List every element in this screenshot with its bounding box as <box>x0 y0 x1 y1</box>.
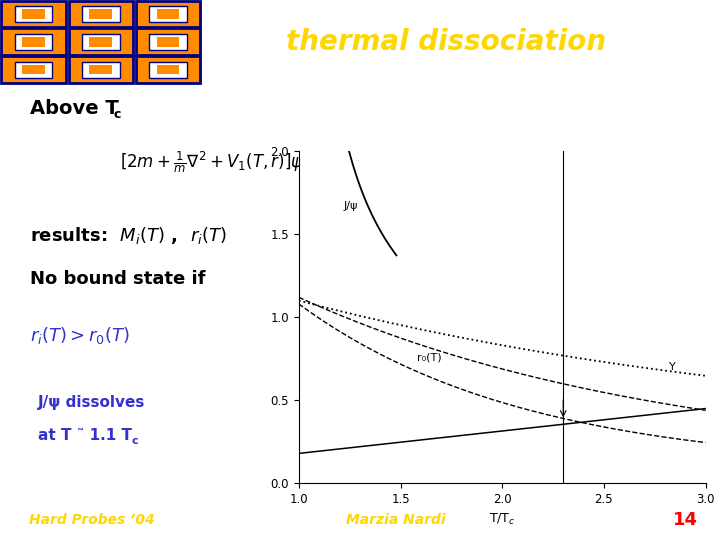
FancyBboxPatch shape <box>149 34 186 50</box>
FancyBboxPatch shape <box>15 62 53 78</box>
Text: 14: 14 <box>673 511 698 529</box>
FancyBboxPatch shape <box>82 34 120 50</box>
Text: Above T: Above T <box>30 99 119 118</box>
FancyBboxPatch shape <box>1 29 66 55</box>
X-axis label: T/T$_c$: T/T$_c$ <box>489 511 516 526</box>
FancyBboxPatch shape <box>156 37 179 46</box>
Text: J/ψ dissolves: J/ψ dissolves <box>38 395 145 409</box>
FancyBboxPatch shape <box>149 62 186 78</box>
FancyBboxPatch shape <box>136 1 200 28</box>
Text: r₀(T): r₀(T) <box>417 353 441 362</box>
FancyBboxPatch shape <box>1 1 66 28</box>
FancyBboxPatch shape <box>82 62 120 78</box>
FancyBboxPatch shape <box>149 6 186 22</box>
FancyBboxPatch shape <box>15 6 53 22</box>
FancyBboxPatch shape <box>68 29 133 55</box>
Text: results:  $M_i(T)$ ,  $r_i(T)$: results: $M_i(T)$ , $r_i(T)$ <box>30 225 227 246</box>
Text: c: c <box>131 435 138 445</box>
Text: $r_i(T)$$>$$r_0(T)$: $r_i(T)$$>$$r_0(T)$ <box>30 325 130 346</box>
FancyBboxPatch shape <box>82 6 120 22</box>
FancyBboxPatch shape <box>68 56 133 83</box>
FancyBboxPatch shape <box>22 37 45 46</box>
Text: No bound state if: No bound state if <box>30 269 205 287</box>
FancyBboxPatch shape <box>156 65 179 75</box>
FancyBboxPatch shape <box>156 9 179 19</box>
FancyBboxPatch shape <box>22 65 45 75</box>
Text: c: c <box>113 107 120 120</box>
Text: thermal dissociation: thermal dissociation <box>287 28 606 56</box>
FancyBboxPatch shape <box>68 1 133 28</box>
Text: Marzia Nardi: Marzia Nardi <box>346 513 446 526</box>
FancyBboxPatch shape <box>136 56 200 83</box>
FancyBboxPatch shape <box>89 37 112 46</box>
FancyBboxPatch shape <box>136 29 200 55</box>
FancyBboxPatch shape <box>15 34 53 50</box>
Text: Hard Probes ’04: Hard Probes ’04 <box>29 513 154 526</box>
FancyBboxPatch shape <box>1 56 66 83</box>
Text: Υ: Υ <box>669 362 676 373</box>
Text: J/ψ: J/ψ <box>343 201 358 211</box>
Text: at T ˜ 1.1 T: at T ˜ 1.1 T <box>38 428 132 442</box>
Text: $[2m+\frac{1}{m}\nabla^2+V_1(T,r)]\psi_i = M_i\psi_i$: $[2m+\frac{1}{m}\nabla^2+V_1(T,r)]\psi_i… <box>120 150 360 175</box>
FancyBboxPatch shape <box>89 9 112 19</box>
FancyBboxPatch shape <box>22 9 45 19</box>
FancyBboxPatch shape <box>89 65 112 75</box>
